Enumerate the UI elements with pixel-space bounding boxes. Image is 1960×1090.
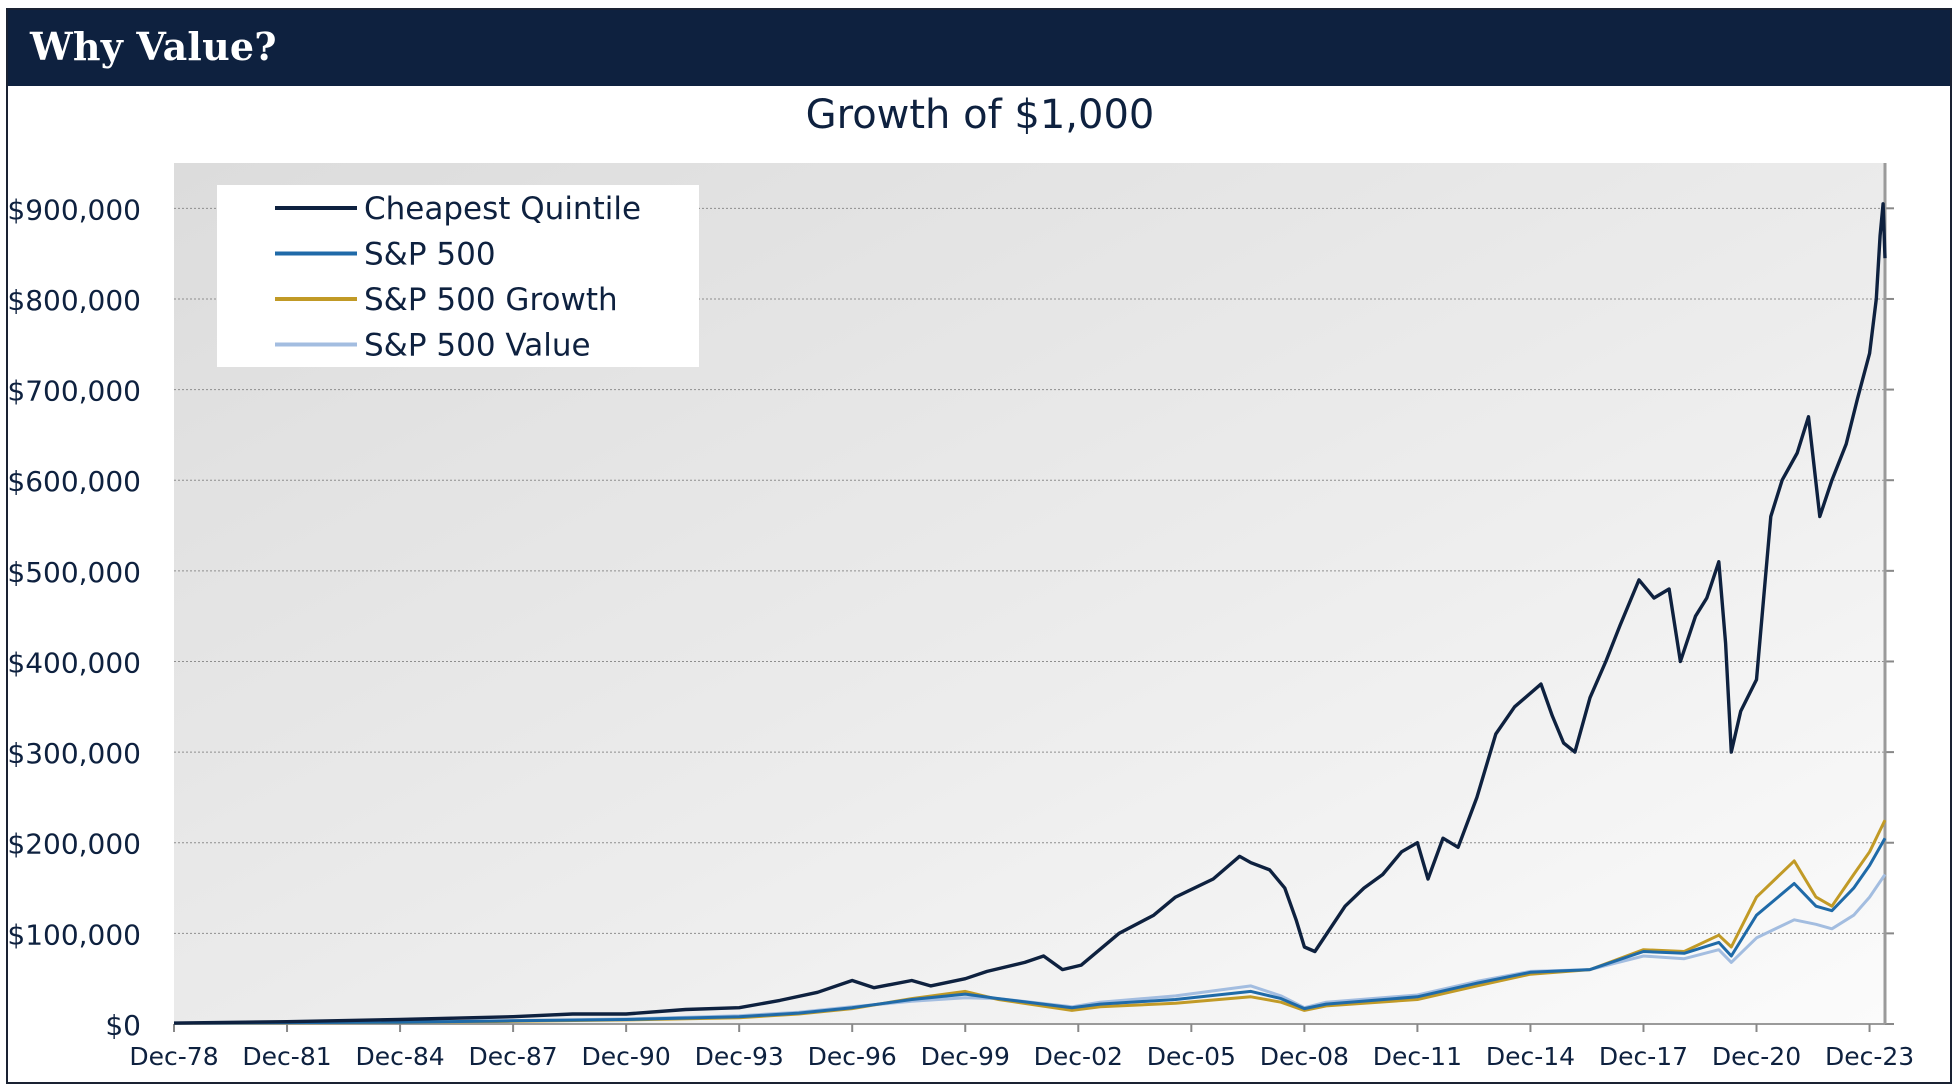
x-tick-label: Dec-96: [808, 1042, 897, 1071]
x-tick-label: Dec-14: [1486, 1042, 1575, 1071]
header-bar: Why Value?: [8, 10, 1950, 86]
page-title: Why Value?: [30, 24, 277, 69]
x-tick-label: Dec-90: [582, 1042, 671, 1071]
x-tick-label: Dec-11: [1373, 1042, 1462, 1071]
y-tick-label: $0: [105, 1009, 141, 1042]
y-tick-label: $800,000: [7, 284, 141, 317]
x-tick-label: Dec-20: [1712, 1042, 1801, 1071]
y-tick-label: $300,000: [7, 737, 141, 770]
x-tick-label: Dec-17: [1599, 1042, 1688, 1071]
y-tick-label: $600,000: [7, 465, 141, 498]
legend-label: Cheapest Quintile: [364, 191, 641, 227]
y-tick-label: $700,000: [7, 375, 141, 408]
x-tick-label: Dec-02: [1034, 1042, 1123, 1071]
x-tick-label: Dec-23: [1825, 1042, 1914, 1071]
y-tick-label: $400,000: [7, 646, 141, 679]
y-tick-label: $100,000: [7, 918, 141, 951]
x-tick-label: Dec-08: [1260, 1042, 1349, 1071]
y-tick-label: $200,000: [7, 828, 141, 861]
x-tick-label: Dec-05: [1147, 1042, 1236, 1071]
series-line-0: [173, 202, 1887, 1025]
y-tick-label: $500,000: [7, 556, 141, 589]
y-tick-label: $900,000: [7, 193, 141, 226]
legend: Cheapest Quintile S&P 500 S&P 500 Growth S&…: [217, 185, 699, 367]
chart-title: Growth of $1,000: [805, 92, 1155, 138]
legend-label: S&P 500 Growth: [364, 282, 618, 318]
x-tick-label: Dec-93: [695, 1042, 784, 1071]
x-tick-label: Dec-87: [469, 1042, 558, 1071]
series-line-1: [173, 837, 1887, 1025]
x-tick-label: Dec-78: [129, 1042, 218, 1071]
legend-label: S&P 500 Value: [364, 328, 591, 364]
legend-label: S&P 500: [364, 237, 496, 273]
x-tick-label: Dec-81: [242, 1042, 331, 1071]
axes: $0 $100,000 $200,000 $300,000 $400,000 $500,0…: [7, 163, 1914, 1071]
x-tick-label: Dec-99: [921, 1042, 1010, 1071]
x-tick-label: Dec-84: [355, 1042, 444, 1071]
legend-box: [217, 185, 699, 367]
series-lines: [173, 202, 1887, 1025]
